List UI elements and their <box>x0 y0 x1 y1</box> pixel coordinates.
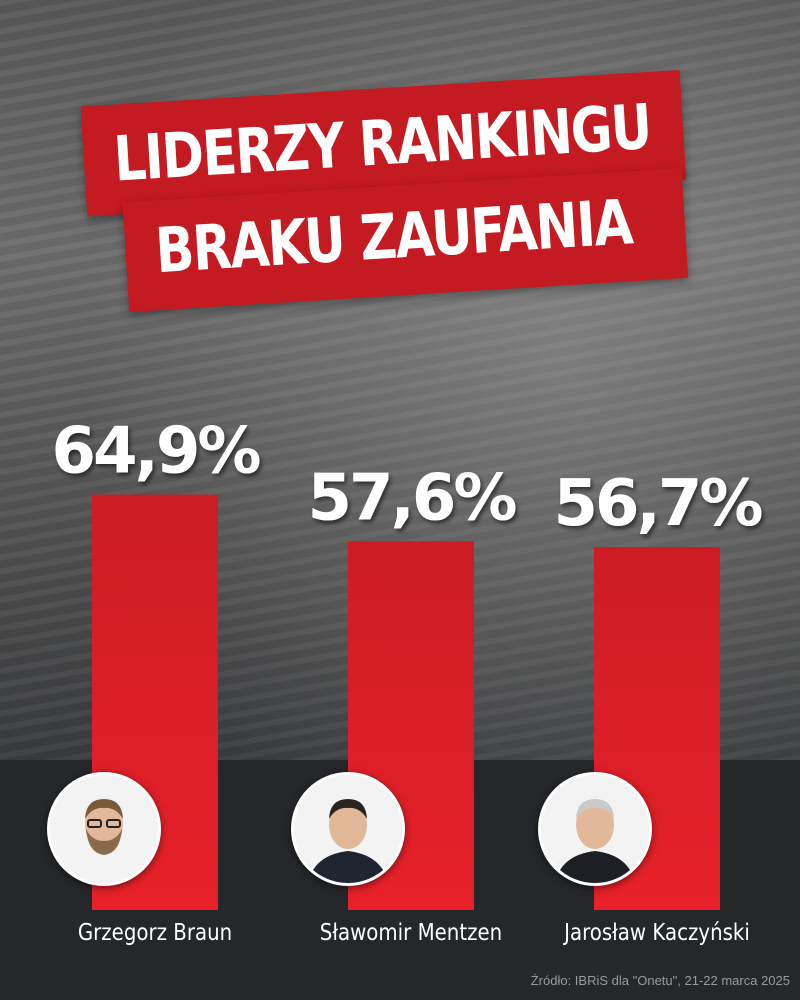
person-mentzen-icon <box>291 772 405 886</box>
person-kaczynski-icon <box>538 772 652 886</box>
source-note: Źródło: IBRiS dla "Onetu", 21-22 marca 2… <box>530 973 790 988</box>
category-label-1: Grzegorz Braun <box>77 920 233 946</box>
category-label-2: Sławomir Mentzen <box>319 920 503 946</box>
person-braun-icon <box>47 772 161 886</box>
category-label-3: Jarosław Kaczyński <box>564 920 750 946</box>
value-label-2: 57,6% <box>307 461 516 535</box>
value-label-3: 56,7% <box>553 467 762 541</box>
value-label-1: 64,9% <box>51 415 260 489</box>
